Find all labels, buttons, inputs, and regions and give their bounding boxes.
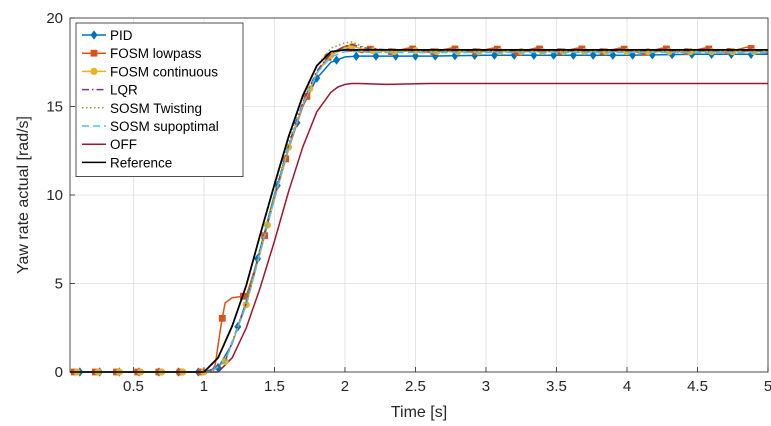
x-tick-label: 2 (341, 378, 349, 395)
x-tick-label: 1 (200, 378, 208, 395)
legend-label: FOSM continuous (110, 64, 218, 79)
y-tick-label: 10 (46, 187, 63, 204)
y-tick-label: 0 (55, 364, 63, 381)
x-tick-label: 3.5 (546, 378, 567, 395)
legend-entry: OFF (82, 137, 137, 152)
data-point-marker (218, 314, 226, 322)
data-point-marker (333, 55, 341, 65)
legend-label: PID (110, 28, 133, 43)
series-line (70, 41, 768, 373)
series-reference (70, 49, 768, 373)
axis-ticks: 0.5 1 1.5 2 2.5 3 3.5 4 4.5 5 0 5 10 15 20 (46, 10, 771, 395)
legend-entry: Reference (82, 155, 172, 170)
series-layer (70, 41, 769, 377)
series-line (70, 50, 768, 373)
x-tick-label: 3 (482, 378, 490, 395)
legend-entry: FOSM lowpass (82, 46, 202, 61)
legend-box (75, 22, 244, 178)
legend: PID FOSM lowpass FOSM continuous LQR SOSM Tw… (75, 22, 244, 178)
data-point-marker (411, 51, 419, 61)
x-tick-label: 1.5 (264, 378, 285, 395)
x-tick-label: 2.5 (405, 378, 426, 395)
legend-label: SOSM Twisting (110, 101, 202, 116)
series-line (70, 82, 768, 373)
x-tick-label: 4 (623, 378, 631, 395)
legend-entry: SOSM supoptimal (82, 119, 219, 134)
legend-label: SOSM supoptimal (110, 119, 219, 134)
y-tick-label: 20 (46, 10, 63, 27)
legend-entry: FOSM continuous (82, 64, 218, 79)
y-tick-label: 15 (46, 99, 63, 116)
legend-entry: SOSM Twisting (82, 101, 202, 116)
legend-label: OFF (110, 137, 137, 152)
legend-label: LQR (110, 83, 138, 98)
x-axis-title: Time [s] (391, 404, 447, 421)
legend-entry: PID (82, 28, 133, 43)
y-tick-label: 5 (55, 276, 63, 293)
series-off (70, 82, 768, 373)
x-tick-label: 5 (764, 378, 771, 395)
data-point-marker (589, 50, 597, 60)
series-line (70, 49, 768, 373)
legend-marker (90, 49, 98, 57)
y-axis-title: Yaw rate actual [rad/s] (15, 116, 32, 274)
legend-marker (90, 67, 98, 76)
legend-entry: LQR (82, 83, 138, 98)
legend-label: FOSM lowpass (110, 46, 202, 61)
series-sosm-twisting (70, 41, 768, 373)
series-sosm-supoptimal (70, 50, 768, 373)
legend-label: Reference (110, 155, 172, 170)
x-tick-label: 0.5 (123, 378, 144, 395)
legend-marker (90, 30, 98, 40)
x-tick-label: 4.5 (687, 378, 708, 395)
data-point-marker (352, 51, 360, 61)
